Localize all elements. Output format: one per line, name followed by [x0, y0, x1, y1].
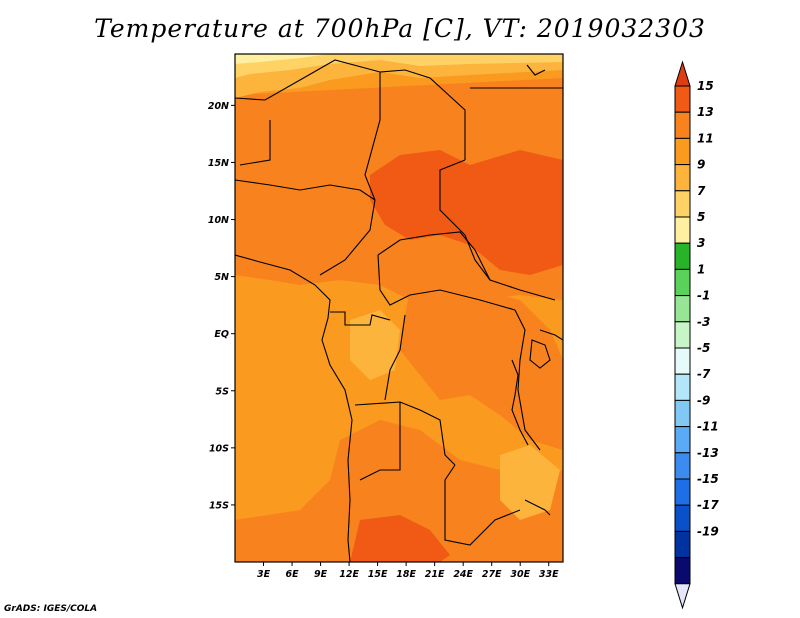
colorbar-label: -5 — [697, 341, 710, 355]
colorbar-swatch — [674, 242, 691, 270]
colorbar-swatch — [674, 426, 691, 454]
lon-tick-label: 15E — [368, 569, 388, 580]
colorbar-swatch — [674, 452, 691, 480]
lon-tick-label: 3E — [257, 569, 271, 580]
lat-tick-label: 15N — [208, 158, 229, 169]
colorbar-swatch — [674, 164, 691, 192]
country-borders — [235, 59, 563, 562]
colorbar-swatch — [674, 111, 691, 139]
latitude-axis: 20N 15N 10N 5N EQ 5S 10S 15S — [208, 101, 235, 511]
lat-tick-label: 10N — [208, 215, 229, 226]
colorbar: 15 13 11 9 7 5 3 1 -1 -3 -5 -7 -9 -11 -13 -15 -17 -19 — [674, 60, 719, 610]
colorbar-label: -3 — [697, 315, 710, 329]
colorbar-label: 13 — [697, 105, 714, 119]
colorbar-swatch — [674, 321, 691, 349]
colorbar-label: -7 — [697, 367, 711, 381]
colorbar-label: 15 — [697, 79, 714, 93]
lat-tick-label: 15S — [209, 500, 229, 511]
colorbar-bottom-arrow — [674, 583, 691, 610]
colorbar-label: -9 — [697, 393, 710, 407]
lon-tick-label: 21E — [425, 569, 445, 580]
longitude-axis: 3E 6E 9E 12E 15E 18E 21E 24E 27E 30E 33E — [257, 562, 559, 580]
colorbar-label: -19 — [697, 524, 719, 538]
colorbar-label: 1 — [697, 262, 705, 276]
temperature-field — [235, 54, 563, 562]
colorbar-label: -1 — [697, 289, 710, 303]
colorbar-label: 9 — [697, 158, 705, 172]
colorbar-top-arrow — [674, 60, 691, 87]
colorbar-label: -15 — [697, 472, 719, 486]
colorbar-swatch — [674, 85, 691, 113]
colorbar-swatch — [674, 373, 691, 401]
colorbar-swatch — [674, 190, 691, 218]
lat-tick-label: 5N — [214, 272, 229, 283]
colorbar-swatch — [674, 268, 691, 297]
colorbar-label: 3 — [697, 236, 705, 250]
lon-tick-label: 6E — [285, 569, 299, 580]
colorbar-swatch — [674, 216, 691, 244]
colorbar-label: 5 — [697, 210, 705, 224]
lon-tick-label: 33E — [539, 569, 559, 580]
lon-tick-label: 18E — [396, 569, 416, 580]
lat-tick-label: 5S — [216, 386, 230, 397]
colorbar-label: 11 — [697, 131, 714, 145]
lat-tick-label: 20N — [208, 101, 229, 112]
map-title: Temperature at 700hPa [C], VT: 201903230… — [94, 14, 706, 43]
lat-tick-label: 10S — [209, 443, 229, 454]
colorbar-swatch — [674, 137, 691, 166]
lon-tick-label: 9E — [314, 569, 328, 580]
lon-tick-label: 24E — [453, 569, 473, 580]
colorbar-swatch — [674, 347, 691, 375]
grads-credit: GrADS: IGES/COLA — [4, 604, 98, 614]
colorbar-swatch — [674, 504, 691, 532]
lon-tick-label: 27E — [482, 569, 502, 580]
colorbar-label: 7 — [697, 184, 706, 198]
lon-tick-label: 30E — [510, 569, 530, 580]
lon-tick-label: 12E — [339, 569, 359, 580]
colorbar-label: -13 — [697, 446, 719, 460]
colorbar-swatch — [674, 478, 691, 506]
colorbar-swatch — [674, 557, 691, 585]
colorbar-label: -17 — [697, 498, 719, 512]
colorbar-swatch — [674, 295, 691, 323]
colorbar-label: -11 — [697, 420, 719, 434]
colorbar-swatch — [674, 399, 691, 428]
map-frame — [234, 53, 564, 563]
lat-tick-label: EQ — [214, 329, 229, 340]
colorbar-swatch — [674, 530, 691, 559]
